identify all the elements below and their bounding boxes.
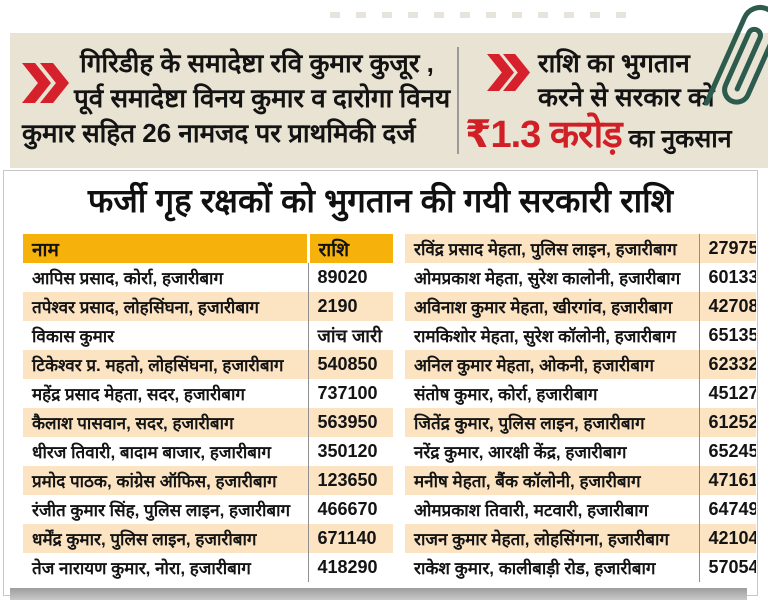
guard-name: विकास कुमार bbox=[32, 327, 115, 346]
amount: 737100 bbox=[307, 379, 393, 408]
amount: 350120 bbox=[307, 437, 393, 466]
loss-amount: ₹1.3 करोड़ bbox=[465, 114, 623, 156]
content-box: फर्जी गृह रक्षकों को भुगतान की गयी सरकार… bbox=[3, 170, 758, 596]
payments-table-left: नाम राशि आपिस प्रसाद, कोर्रा, हजारीबाग 89… bbox=[23, 234, 393, 582]
table-row: रामकिशोर मेहता, सुरेश कॉलोनी, हजारीबाग 65… bbox=[405, 321, 756, 350]
table-row: कैलाश पासवान, सदर, हजारीबाग 563950 bbox=[23, 408, 393, 437]
guard-name: धीरज तिवारी, बादाम बाजार, हजारीबाग bbox=[32, 443, 271, 462]
amount: 418290 bbox=[307, 553, 393, 582]
guard-name: टिकेश्वर प्र. महतो, लोहसिंघना, हजारीबाग bbox=[32, 356, 284, 375]
table-row: राकेश कुमार, कालीबाड़ी रोड, हजारीबाग 5705… bbox=[405, 553, 756, 582]
guard-name: ओमप्रकाश तिवारी, मटवारी, हजारीबाग bbox=[414, 501, 649, 520]
name-column-header: नाम bbox=[23, 234, 308, 263]
table-row: ओमप्रकाश तिवारी, मटवारी, हजारीबाग 647490 bbox=[405, 495, 756, 524]
table-row: महेंद्र प्रसाद मेहता, सदर, हजारीबाग 73710… bbox=[23, 379, 393, 408]
guard-name: रामकिशोर मेहता, सुरेश कॉलोनी, हजारीबाग bbox=[414, 327, 676, 346]
double-chevron-icon bbox=[22, 63, 69, 103]
table-row: जितेंद्र कुमार, पुलिस लाइन, हजारीबाग 6125… bbox=[405, 408, 756, 437]
guard-name: अविनाश कुमार मेहता, खीरगांव, हजारीबाग bbox=[414, 298, 673, 317]
guard-name: राजन कुमार मेहता, लोहसिंगना, हजारीबाग bbox=[414, 530, 669, 549]
amount: 540850 bbox=[307, 350, 393, 379]
amount: 466670 bbox=[307, 495, 393, 524]
guard-name: आपिस प्रसाद, कोर्रा, हजारीबाग bbox=[32, 269, 224, 288]
guard-name: जितेंद्र कुमार, पुलिस लाइन, हजारीबाग bbox=[414, 414, 645, 433]
headline-left-line3: कुमार सहित 26 नामजद पर प्राथमिकी दर्ज bbox=[22, 118, 416, 148]
table-row: प्रमोद पाठक, कांग्रेस ऑफिस, हजारीबाग 1236… bbox=[23, 466, 393, 495]
table-row: विकास कुमार जांच जारी bbox=[23, 321, 393, 350]
headline-banner: गिरिडीह के समादेष्टा रवि कुमार कुजूर , प… bbox=[10, 33, 768, 168]
amount: 671140 bbox=[307, 524, 393, 553]
torn-edge-dashes bbox=[330, 12, 630, 18]
paperclip-icon bbox=[703, 4, 768, 106]
amount: जांच जारी bbox=[307, 321, 393, 350]
clipping-bottom-shadow bbox=[10, 588, 747, 600]
headline-right-line1: राशि का भुगतान bbox=[538, 48, 690, 78]
guard-name: संतोष कुमार, कोर्रा, हजारीबाग bbox=[414, 385, 598, 404]
table-row: अनिल कुमार मेहता, ओकनी, हजारीबाग 623320 bbox=[405, 350, 756, 379]
guard-name: रविंद्र प्रसाद मेहता, पुलिस लाइन, हजारीब… bbox=[414, 240, 677, 259]
table-row: धर्मेंद्र कुमार, पुलिस लाइन, हजारीबाग 671… bbox=[23, 524, 393, 553]
table-row: रंजीत कुमार सिंह, पुलिस लाइन, हजारीबाग 46… bbox=[23, 495, 393, 524]
headline-right-line3: ₹1.3 करोड़ का नुकसान bbox=[465, 107, 732, 159]
amount: 471610 bbox=[698, 466, 756, 495]
amount: 279750 bbox=[698, 234, 756, 263]
guard-name: ओमप्रकाश मेहता, सुरेश कालोनी, हजारीबाग bbox=[414, 269, 681, 288]
guard-name: नरेंद्र कुमार, आरक्षी केंद्र, हजारीबाग bbox=[414, 443, 627, 462]
amount: 570540 bbox=[698, 553, 756, 582]
payments-tables: नाम राशि आपिस प्रसाद, कोर्रा, हजारीबाग 89… bbox=[23, 234, 756, 582]
guard-name: अनिल कुमार मेहता, ओकनी, हजारीबाग bbox=[414, 356, 654, 375]
amount-column-header: राशि bbox=[306, 234, 393, 263]
table-row: टिकेश्वर प्र. महतो, लोहसिंघना, हजारीबाग 5… bbox=[23, 350, 393, 379]
amount: 89020 bbox=[307, 263, 393, 292]
table-row: तपेश्वर प्रसाद, लोहसिंघना, हजारीबाग 2190 bbox=[23, 292, 393, 321]
guard-name: धर्मेंद्र कुमार, पुलिस लाइन, हजारीबाग bbox=[32, 530, 257, 549]
payments-table-right: रविंद्र प्रसाद मेहता, पुलिस लाइन, हजारीब… bbox=[405, 234, 756, 582]
guard-name: मनीष मेहता, बैंक कॉलोनी, हजारीबाग bbox=[414, 472, 641, 491]
table-row: अविनाश कुमार मेहता, खीरगांव, हजारीबाग 427… bbox=[405, 292, 756, 321]
amount: 623320 bbox=[698, 350, 756, 379]
guard-name: रंजीत कुमार सिंह, पुलिस लाइन, हजारीबाग bbox=[32, 501, 291, 520]
guard-name: महेंद्र प्रसाद मेहता, सदर, हजारीबाग bbox=[32, 385, 245, 404]
table-row: आपिस प्रसाद, कोर्रा, हजारीबाग 89020 bbox=[23, 263, 393, 292]
table-row: रविंद्र प्रसाद मेहता, पुलिस लाइन, हजारीब… bbox=[405, 234, 756, 263]
table-row: तेज नारायण कुमार, नोरा, हजारीबाग 418290 bbox=[23, 553, 393, 582]
amount: 563950 bbox=[307, 408, 393, 437]
headline-left-line1: गिरिडीह के समादेष्टा रवि कुमार कुजूर , bbox=[80, 48, 434, 78]
amount: 421040 bbox=[698, 524, 756, 553]
amount: 601330 bbox=[698, 263, 756, 292]
amount: 647490 bbox=[698, 495, 756, 524]
table-row: ओमप्रकाश मेहता, सुरेश कालोनी, हजारीबाग 60… bbox=[405, 263, 756, 292]
loss-suffix: का नुकसान bbox=[621, 125, 732, 153]
headline-left-line2: पूर्व समादेष्टा विनय कुमार व दारोगा विनय bbox=[74, 83, 451, 113]
page-title: फर्जी गृह रक्षकों को भुगतान की गयी सरकार… bbox=[87, 182, 674, 219]
banner-divider bbox=[457, 47, 459, 154]
table-row: नरेंद्र कुमार, आरक्षी केंद्र, हजारीबाग 65… bbox=[405, 437, 756, 466]
amount: 427080 bbox=[698, 292, 756, 321]
amount: 612524 bbox=[698, 408, 756, 437]
amount: 651350 bbox=[698, 321, 756, 350]
guard-name: तेज नारायण कुमार, नोरा, हजारीबाग bbox=[32, 559, 251, 578]
guard-name: प्रमोद पाठक, कांग्रेस ऑफिस, हजारीबाग bbox=[32, 472, 277, 491]
table-row: संतोष कुमार, कोर्रा, हजारीबाग 451270 bbox=[405, 379, 756, 408]
guard-name: राकेश कुमार, कालीबाड़ी रोड, हजारीबाग bbox=[414, 559, 656, 578]
amount: 451270 bbox=[698, 379, 756, 408]
amount: 652450 bbox=[698, 437, 756, 466]
table-row: धीरज तिवारी, बादाम बाजार, हजारीबाग 350120 bbox=[23, 437, 393, 466]
amount: 2190 bbox=[307, 292, 393, 321]
guard-name: कैलाश पासवान, सदर, हजारीबाग bbox=[32, 414, 234, 433]
table-row: मनीष मेहता, बैंक कॉलोनी, हजारीबाग 471610 bbox=[405, 466, 756, 495]
table-header-row: नाम राशि bbox=[23, 234, 393, 263]
amount: 123650 bbox=[307, 466, 393, 495]
table-row: राजन कुमार मेहता, लोहसिंगना, हजारीबाग 421… bbox=[405, 524, 756, 553]
double-chevron-icon bbox=[487, 54, 530, 91]
guard-name: तपेश्वर प्रसाद, लोहसिंघना, हजारीबाग bbox=[32, 298, 260, 317]
headline-right-line2: करने से सरकार को bbox=[538, 82, 715, 112]
